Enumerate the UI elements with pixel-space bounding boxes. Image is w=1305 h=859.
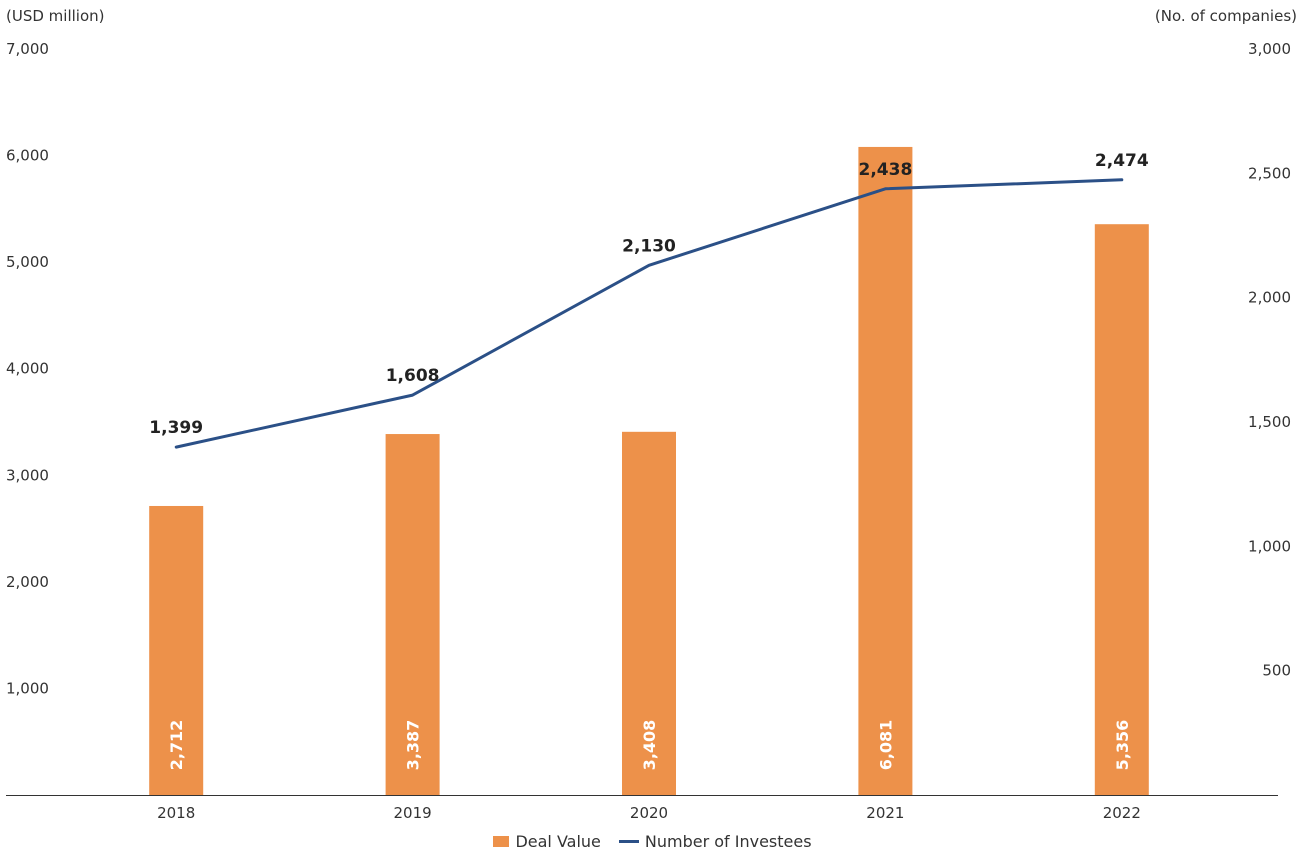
right-axis-ticks: 500 1,000 1,500 2,000 2,500 3,000 [1248, 40, 1291, 680]
bar-value-label: 3,408 [640, 720, 659, 771]
bar [149, 505, 204, 795]
bar [1094, 224, 1149, 795]
bar-labels: 2,712 3,387 3,408 6,081 5,356 [167, 720, 1132, 771]
category-label: 2022 [1103, 804, 1141, 822]
chart: (USD million) (No. of companies) 1,000 2,… [6, 7, 1297, 822]
right-tick-label: 1,500 [1248, 413, 1291, 431]
line-value-label: 2,474 [1095, 151, 1149, 171]
right-tick-label: 2,000 [1248, 289, 1291, 307]
line-value-label: 2,130 [622, 236, 676, 256]
line-value-label: 2,438 [859, 160, 913, 180]
bar-series [149, 146, 1149, 795]
left-tick-label: 7,000 [6, 40, 49, 58]
line-value-label: 1,399 [149, 418, 203, 438]
legend: Deal Value Number of Investees [0, 832, 1305, 851]
left-axis-unit: (USD million) [6, 7, 105, 25]
right-tick-label: 500 [1262, 662, 1291, 680]
bar [622, 431, 676, 795]
right-tick-label: 3,000 [1248, 40, 1291, 58]
legend-item-investees: Number of Investees [618, 832, 812, 851]
bar-value-label: 5,356 [1113, 720, 1132, 771]
right-axis-unit: (No. of companies) [1155, 7, 1297, 25]
bar-value-label: 3,387 [404, 720, 423, 771]
legend-swatch-bar [493, 836, 510, 847]
legend-swatch-line [618, 840, 639, 843]
right-tick-label: 1,000 [1248, 537, 1291, 555]
left-tick-label: 3,000 [6, 466, 49, 484]
legend-label-investees: Number of Investees [644, 832, 812, 851]
right-tick-label: 2,500 [1248, 164, 1291, 182]
left-tick-label: 4,000 [6, 360, 49, 378]
line-series-path [174, 178, 1124, 449]
category-label: 2019 [394, 804, 432, 822]
category-labels: 2018 2019 2020 2021 2022 [157, 804, 1141, 822]
left-tick-label: 2,000 [6, 573, 49, 591]
line-value-label: 1,608 [386, 366, 440, 386]
bar [385, 434, 440, 795]
left-tick-label: 5,000 [6, 253, 49, 271]
left-axis-ticks: 1,000 2,000 3,000 4,000 5,000 6,000 7,000 [6, 40, 49, 697]
left-tick-label: 1,000 [6, 679, 49, 697]
line-labels: 1,399 1,608 2,130 2,438 2,474 [149, 151, 1149, 438]
category-label: 2021 [866, 804, 904, 822]
bar [858, 146, 913, 795]
legend-label-deal-value: Deal Value [515, 832, 601, 851]
category-label: 2020 [630, 804, 668, 822]
left-tick-label: 6,000 [6, 147, 49, 165]
legend-item-deal-value: Deal Value [493, 832, 601, 851]
bar-value-label: 6,081 [876, 720, 895, 771]
line-series [174, 178, 1124, 449]
bar-value-label: 2,712 [167, 720, 186, 771]
category-label: 2018 [157, 804, 195, 822]
